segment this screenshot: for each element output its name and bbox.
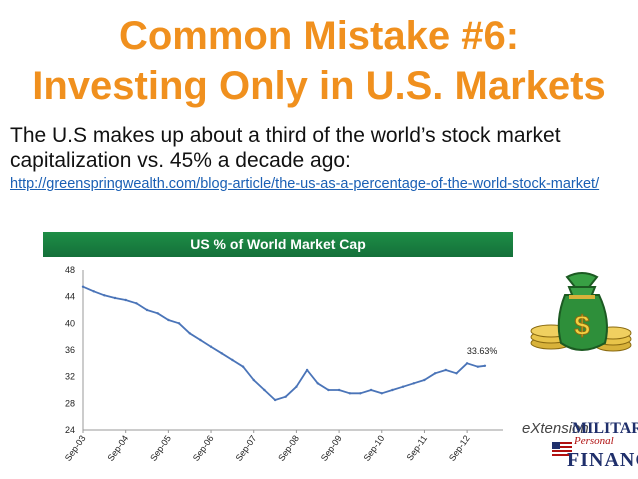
data-point — [295, 385, 298, 388]
data-point — [391, 388, 394, 392]
y-tick-label: 36 — [65, 345, 75, 355]
data-point — [327, 388, 330, 392]
logo-extension-text: eXtension — [522, 420, 589, 437]
data-point — [113, 296, 117, 300]
data-point — [380, 392, 383, 395]
data-point — [273, 398, 277, 402]
chart-plot: 24 28 32 36 40 44 48 Sep-03 Sep-04 Sep-05 Sep-06 Se… — [63, 265, 503, 463]
chart-panel: US % of World Market Cap 24 28 32 36 40 44 48 S… — [43, 232, 513, 474]
data-point — [476, 365, 479, 368]
data-point — [241, 365, 245, 368]
data-point — [337, 388, 341, 392]
data-point — [81, 285, 85, 288]
data-point — [209, 345, 213, 348]
y-tick-label: 44 — [65, 292, 75, 302]
x-tick-label: Sep-10 — [362, 433, 387, 463]
data-point — [231, 358, 234, 362]
slide-body-text: The U.S makes up about a third of the wo… — [10, 124, 561, 172]
data-point — [252, 378, 255, 382]
y-tick-label: 24 — [65, 425, 75, 435]
data-point — [177, 322, 181, 325]
source-link[interactable]: http://greenspringwealth.com/blog-articl… — [10, 176, 600, 192]
data-point — [483, 364, 487, 367]
data-point — [433, 372, 437, 375]
x-tick-label: Sep-08 — [276, 433, 301, 463]
slide-title-line1: Common Mistake #6: — [118, 14, 520, 58]
data-point — [199, 338, 202, 342]
logo-personal-text: Personal — [574, 435, 614, 447]
money-bag-icon: $ — [530, 272, 632, 352]
logo-military-text: MILITARY — [572, 420, 638, 437]
chart-title: US % of World Market Cap — [43, 232, 513, 257]
data-point — [188, 332, 191, 335]
data-point — [423, 378, 426, 382]
data-point — [263, 388, 266, 392]
data-point — [135, 302, 138, 305]
data-point — [348, 392, 351, 395]
series-line — [82, 285, 486, 401]
x-tick-label: Sep-05 — [148, 433, 173, 463]
logo-finance-text: FINANCE — [567, 449, 638, 471]
data-point — [316, 382, 319, 385]
svg-text:$: $ — [574, 310, 590, 341]
data-point — [359, 392, 362, 395]
data-point — [145, 308, 149, 312]
extension-military-finance-logo: eXtension MILITARY Personal FINANCE — [522, 420, 638, 476]
x-tick-label: Sep-09 — [319, 433, 344, 463]
y-tick-label: 40 — [65, 318, 75, 328]
data-point — [444, 368, 447, 372]
data-point — [124, 298, 127, 302]
x-tick-label: Sep-06 — [191, 433, 216, 463]
x-tick-label: Sep-07 — [234, 433, 259, 463]
data-point — [156, 312, 159, 315]
data-point — [401, 385, 405, 388]
data-point — [305, 368, 309, 372]
x-tick-label: Sep-12 — [447, 433, 472, 463]
slide-title-line2: Investing Only in U.S. Markets — [32, 64, 606, 108]
data-point — [92, 290, 95, 293]
data-point — [455, 372, 458, 375]
data-point — [220, 352, 223, 355]
y-tick-label: 32 — [65, 372, 75, 382]
flag-icon — [552, 442, 572, 456]
x-tick-label: Sep-11 — [405, 433, 429, 462]
annotation-label: 33.63% — [467, 346, 498, 356]
x-tick-label: Sep-03 — [63, 433, 88, 463]
data-point — [167, 318, 170, 322]
data-point — [412, 382, 415, 385]
data-point — [465, 362, 469, 365]
data-point — [369, 388, 373, 392]
data-point — [103, 294, 106, 297]
data-point — [284, 395, 287, 398]
y-tick-label: 28 — [65, 398, 75, 408]
y-tick-label: 48 — [65, 265, 75, 275]
x-tick-label: Sep-04 — [105, 433, 130, 463]
